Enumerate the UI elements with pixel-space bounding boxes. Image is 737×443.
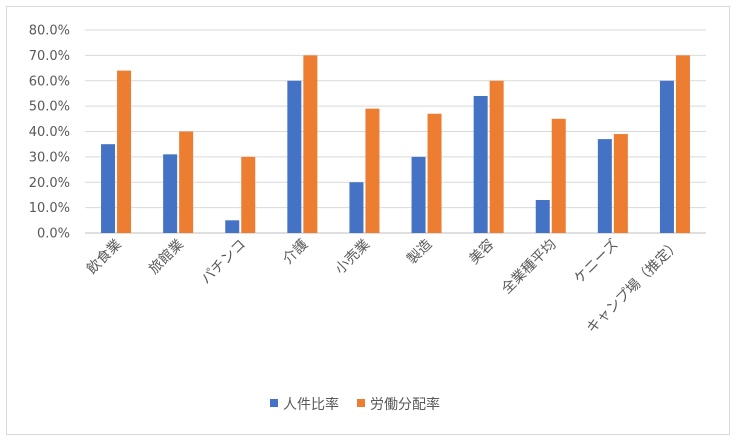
legend-swatch	[357, 399, 365, 407]
bar-1	[597, 139, 612, 233]
y-tick-label: 70.0%	[29, 49, 70, 64]
legend-swatch	[270, 399, 278, 407]
category-label: 小売業	[332, 237, 373, 278]
bar-2	[117, 70, 132, 233]
category-label: 旅館業	[145, 236, 187, 278]
bar-2	[179, 131, 194, 233]
bar-2	[551, 118, 566, 233]
y-tick-label: 50.0%	[29, 100, 70, 115]
category-label: パチンコ	[198, 237, 249, 288]
bar-1	[287, 80, 302, 233]
bar-1	[163, 154, 178, 233]
category-label: 美容	[466, 236, 498, 268]
category-label: 全業種平均	[498, 236, 560, 298]
category-label: 製造	[404, 237, 435, 268]
legend-label: 人件比率	[283, 396, 339, 413]
y-tick-label: 20.0%	[29, 176, 70, 191]
bar-1	[473, 95, 488, 233]
y-tick-label: 80.0%	[29, 24, 70, 39]
bar-1	[535, 200, 550, 233]
y-tick-label: 30.0%	[29, 150, 70, 165]
category-label: ケニーズ	[571, 237, 621, 287]
category-label: 介護	[280, 237, 311, 268]
bar-1	[411, 156, 426, 233]
bar-2	[241, 156, 256, 233]
legend-label: 労働分配率	[370, 396, 440, 413]
bar-2	[303, 55, 318, 233]
bar-1	[225, 220, 240, 233]
bar-1	[349, 182, 364, 233]
y-tick-label: 0.0%	[37, 227, 70, 242]
bar-2	[613, 134, 628, 233]
y-tick-label: 60.0%	[29, 74, 70, 89]
category-label: 飲食業	[83, 236, 125, 278]
bar-1	[101, 144, 116, 233]
bar-2	[427, 113, 442, 233]
bar-1	[659, 80, 674, 233]
bar-2	[365, 108, 380, 233]
bar-2	[489, 80, 504, 233]
bar-2	[675, 55, 690, 233]
y-tick-label: 40.0%	[29, 125, 70, 140]
y-tick-label: 10.0%	[29, 201, 70, 216]
